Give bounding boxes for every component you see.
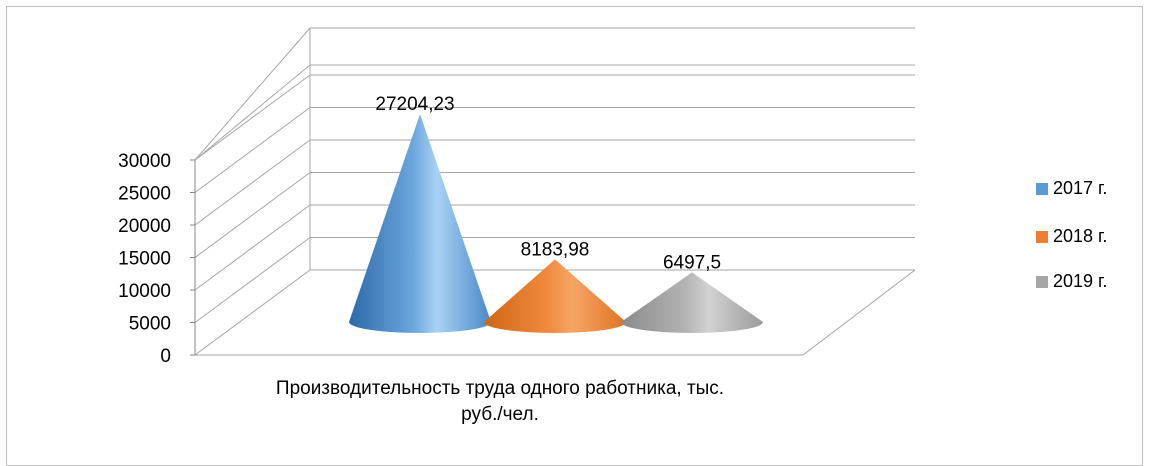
y-tick-label: 5000 [129,314,171,335]
cone-body [484,259,626,333]
cone-2018 [484,259,626,333]
x-axis-label-line-1: Производительность труда одного работник… [275,378,725,399]
floor-right-edge [802,269,916,356]
cone-2019 [621,272,763,333]
side-gridline [194,237,311,323]
data-label: 27204,23 [375,94,454,115]
side-gridline [194,139,311,226]
data-label: 8183,98 [521,239,590,260]
y-tick-label: 20000 [118,216,171,237]
y-tick-label: 0 [160,346,171,367]
legend-item: 2017 г. [1036,178,1107,199]
side-gridline [194,74,311,161]
side-gridline [194,204,311,291]
cone-body [621,272,763,333]
x-axis-label: Производительность труда одного работник… [200,376,800,428]
y-tick-label: 25000 [118,184,171,205]
legend-label: 2019 г. [1053,271,1108,291]
legend-swatch [1036,275,1048,288]
side-wall-edge [194,27,311,161]
y-axis-ticks: 0 5000 10000 15000 20000 25000 30000 [118,151,195,367]
legend-swatch [1036,230,1048,243]
y-tick-label: 15000 [118,249,171,270]
side-gridline [194,107,311,193]
chart-cones [349,114,763,333]
legend-swatch [1036,182,1048,195]
cone-chart: 0 5000 10000 15000 20000 25000 30000 27204,23 8… [118,27,916,367]
data-labels: 27204,23 8183,98 6497,5 [375,94,721,273]
legend-label: 2018 г. [1053,226,1108,246]
chart-walls [194,27,916,356]
x-axis-label-line-2: руб./чел. [461,404,539,425]
cone-2017 [349,114,491,333]
legend-item: 2018 г. [1036,226,1107,247]
data-label: 6497,5 [663,252,721,273]
cone-body [349,114,491,333]
side-gridline [194,172,311,258]
y-tick-label: 30000 [118,151,171,172]
legend-label: 2017 г. [1053,178,1108,198]
side-gridline [194,64,311,161]
side-gridline [194,269,311,356]
y-tick-label: 10000 [118,281,171,302]
legend-item: 2019 г. [1036,271,1107,292]
